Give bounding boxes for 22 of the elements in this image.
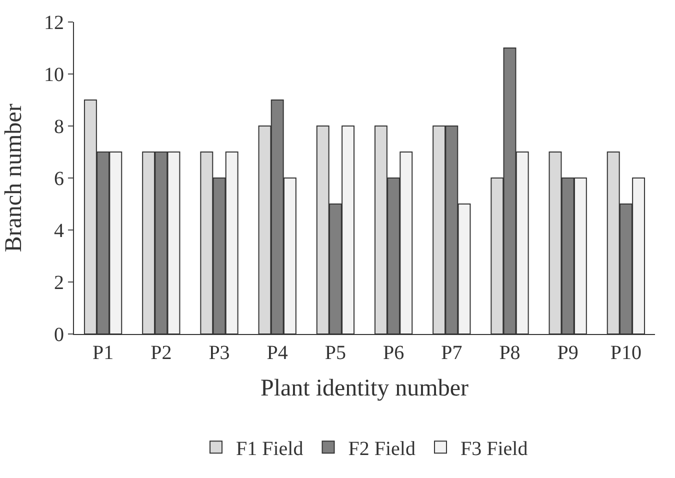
x-tick-label: P4 (266, 342, 288, 364)
y-tick-label: 0 (54, 324, 64, 346)
legend-label: F1 Field (236, 438, 304, 460)
x-tick-label: P5 (324, 342, 346, 364)
x-tick-label: P6 (382, 342, 404, 364)
x-tick-label: P3 (208, 342, 230, 364)
x-tick-label: P9 (557, 342, 578, 364)
y-tick-label: 4 (54, 220, 64, 242)
y-axis-title: Branch number (1, 104, 28, 252)
x-tick-label: P8 (499, 342, 520, 364)
y-tick-label: 8 (54, 116, 64, 138)
y-tick-label: 10 (44, 64, 64, 86)
x-tick-label: P7 (441, 342, 462, 364)
legend-label: F3 Field (460, 438, 528, 460)
y-tick-label: 6 (54, 168, 64, 190)
x-tick-label: P2 (150, 342, 172, 364)
x-axis-title: Plant identity number (260, 375, 468, 402)
legend-label: F2 Field (348, 438, 416, 460)
y-tick-label: 12 (44, 12, 64, 34)
x-tick-label: P10 (610, 342, 642, 364)
y-tick-label: 2 (54, 272, 64, 294)
x-tick-label: P1 (92, 342, 114, 364)
